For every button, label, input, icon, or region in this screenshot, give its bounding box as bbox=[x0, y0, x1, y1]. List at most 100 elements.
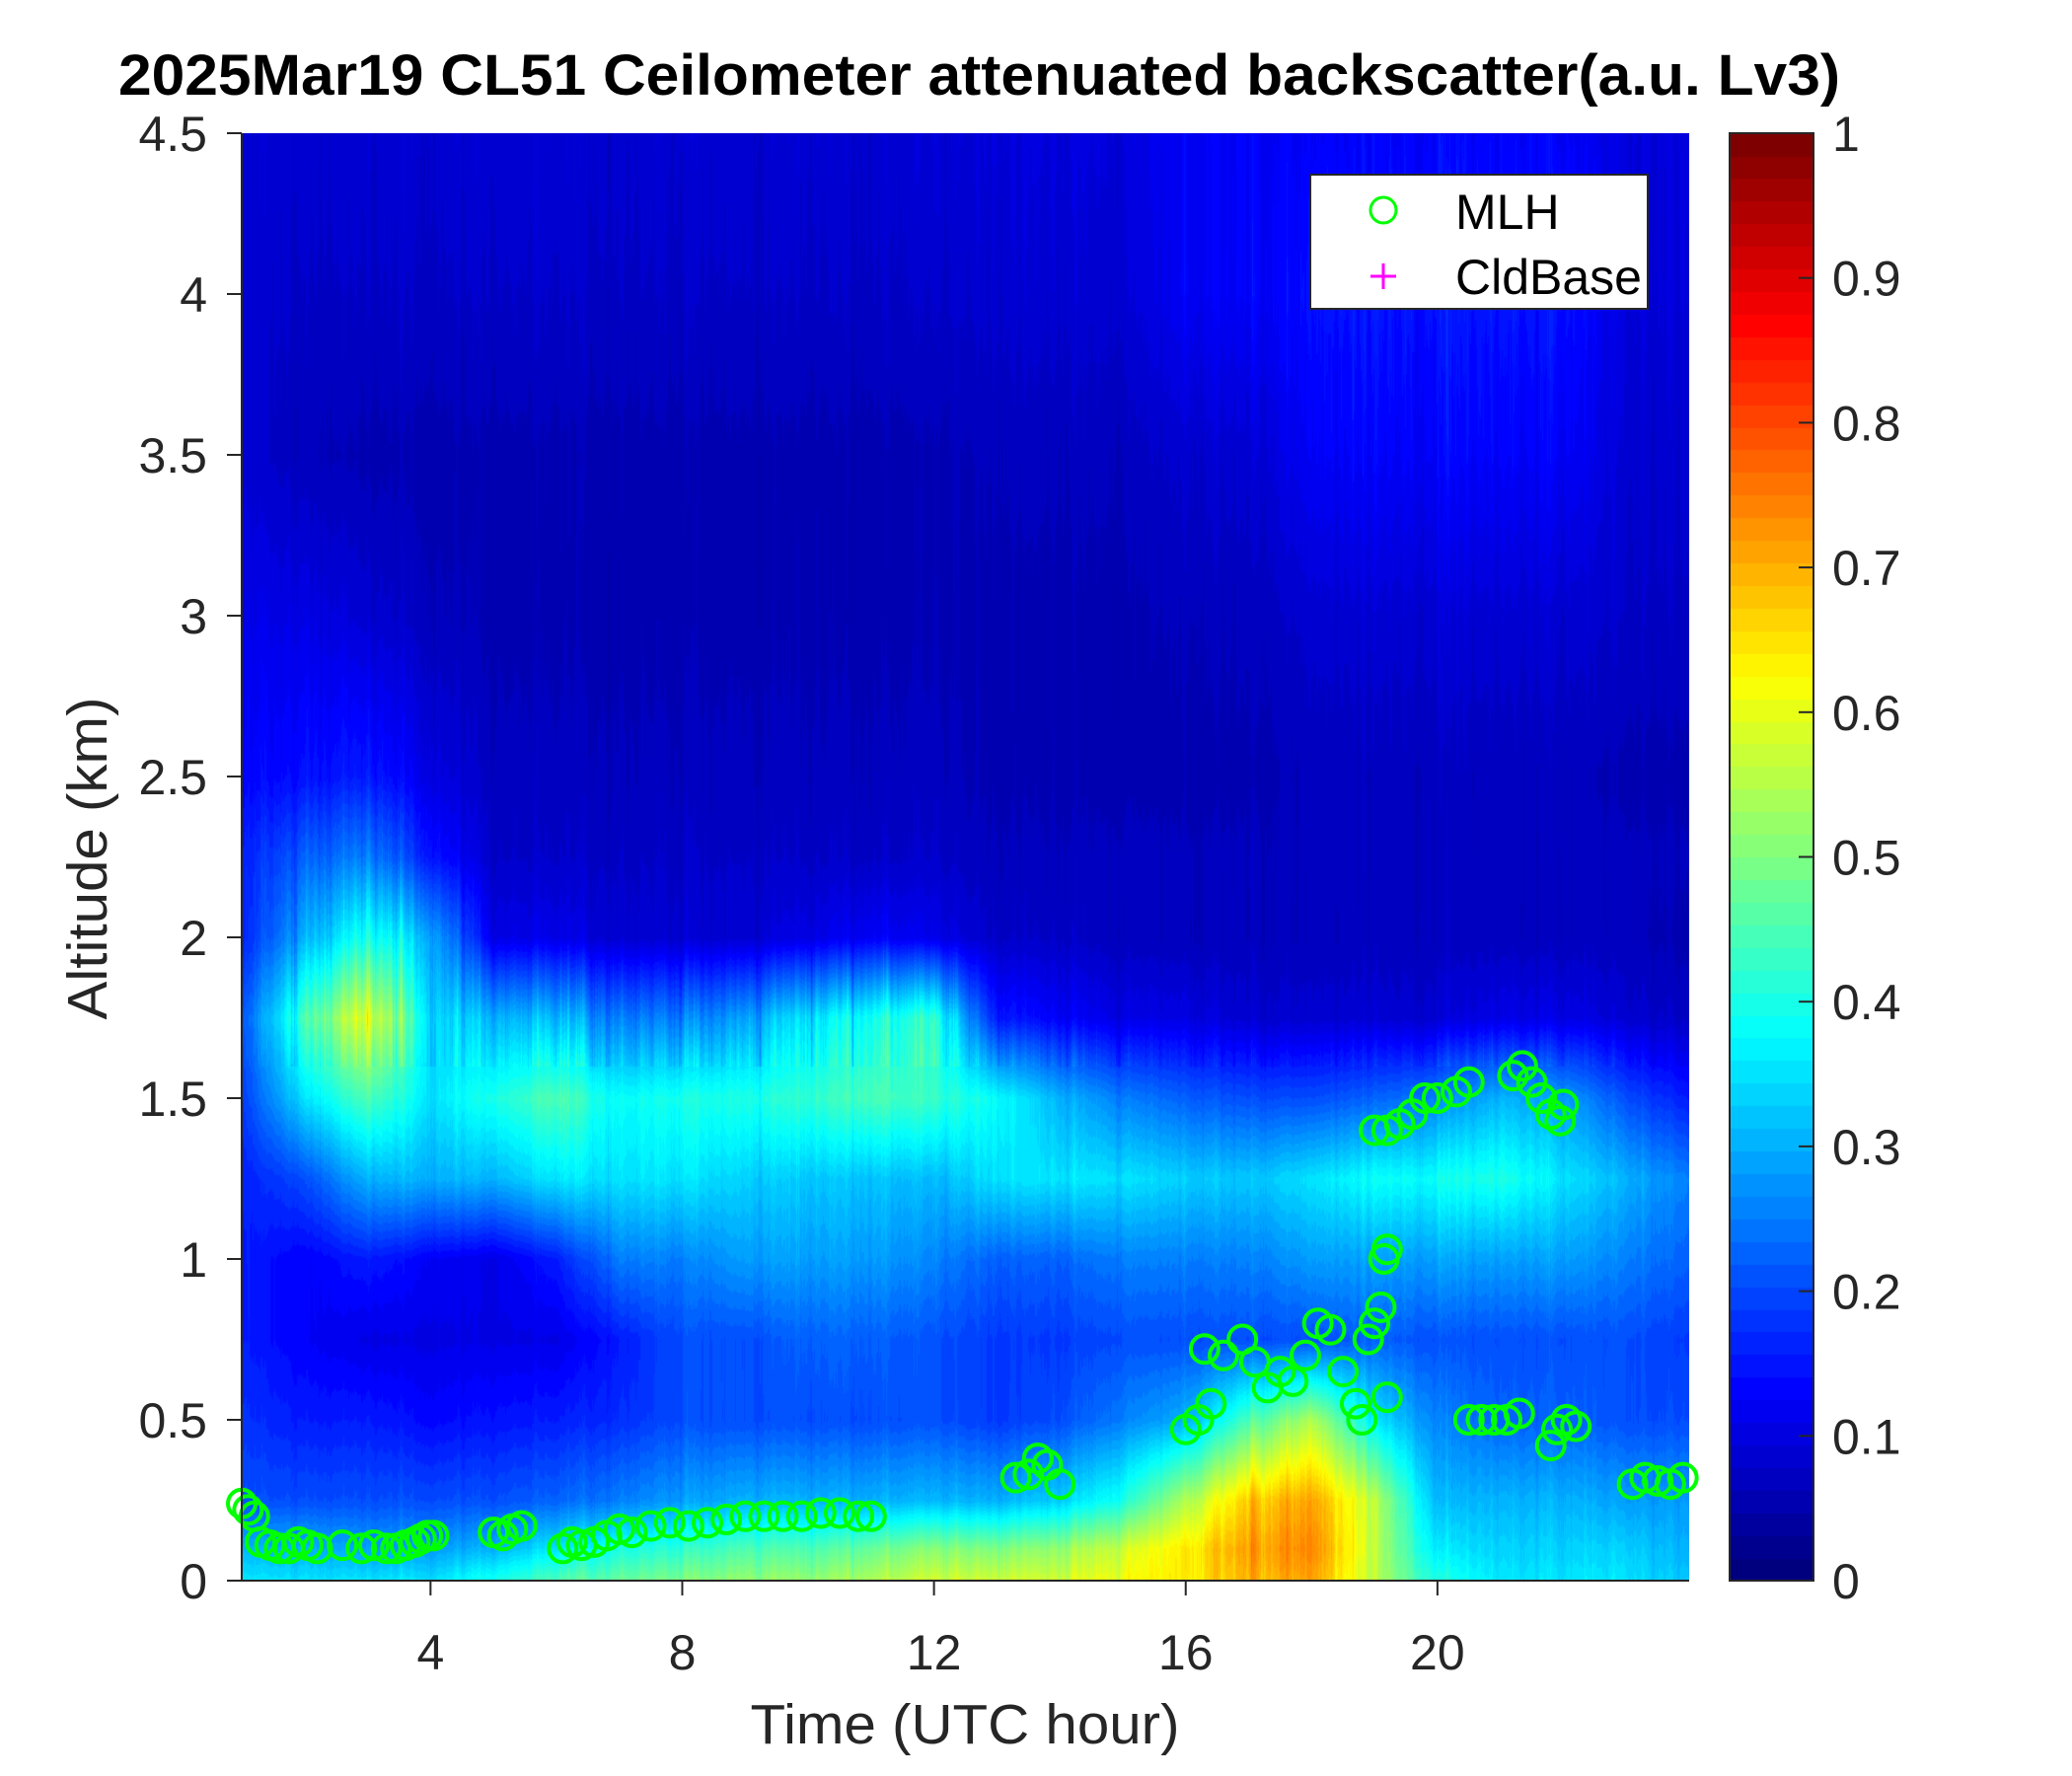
x-tick-label: 16 bbox=[1158, 1625, 1214, 1680]
y-tick-label: 3.5 bbox=[138, 428, 207, 483]
mlh-point bbox=[1547, 1088, 1580, 1121]
mlh-point bbox=[1021, 1443, 1054, 1475]
y-tick-label: 1 bbox=[180, 1232, 207, 1288]
colorbar-tick-label: 1 bbox=[1832, 107, 1860, 162]
x-tick-label: 8 bbox=[669, 1625, 697, 1680]
colorbar-tick-label: 0.1 bbox=[1832, 1409, 1901, 1464]
x-axis-label: Time (UTC hour) bbox=[751, 1693, 1180, 1756]
colorbar-tick-label: 0 bbox=[1832, 1554, 1860, 1609]
mlh-point bbox=[1525, 1082, 1558, 1114]
mlh-point bbox=[1314, 1313, 1347, 1346]
mlh-point bbox=[843, 1500, 875, 1532]
mlh-point bbox=[1541, 1413, 1574, 1445]
mlh-point bbox=[804, 1497, 837, 1529]
x-tick-label: 4 bbox=[416, 1625, 444, 1680]
mlh-point bbox=[232, 1494, 264, 1526]
mlh-point bbox=[1452, 1066, 1485, 1098]
legend: MLH CldBase bbox=[1309, 174, 1649, 310]
mlh-point bbox=[785, 1500, 818, 1532]
mlh-point bbox=[1497, 1060, 1529, 1092]
legend-label-cldbase: CldBase bbox=[1455, 250, 1642, 305]
mlh-point bbox=[1516, 1066, 1548, 1098]
mlh-point bbox=[1642, 1464, 1674, 1497]
mlh-point bbox=[854, 1500, 887, 1532]
legend-box bbox=[1309, 174, 1649, 310]
mlh-point bbox=[370, 1532, 403, 1565]
mlh-point bbox=[729, 1500, 762, 1532]
mlh-point bbox=[1544, 1104, 1577, 1137]
mlh-point bbox=[345, 1532, 378, 1565]
mlh-point bbox=[767, 1500, 799, 1532]
mlh-point bbox=[1560, 1410, 1592, 1443]
y-tick-label: 1.5 bbox=[138, 1072, 207, 1127]
x-axis-ticks: 4 8 12 16 20 bbox=[416, 1581, 1465, 1680]
colorbar-ticks: 0 0.1 0.2 0.3 0.4 0.5 0.6 0.7 0.8 0.9 1 bbox=[1799, 107, 1901, 1609]
chart-title: 2025Mar19 CL51 Ceilometer attenuated bac… bbox=[118, 43, 1840, 108]
mlh-point bbox=[1208, 1339, 1240, 1371]
y-tick-label: 3 bbox=[180, 589, 207, 644]
mlh-point bbox=[1012, 1458, 1045, 1491]
mlh-point bbox=[1339, 1387, 1371, 1420]
colorbar-tick-label: 0.3 bbox=[1832, 1120, 1901, 1175]
mlh-point bbox=[1188, 1333, 1221, 1366]
colorbar-tick-label: 0.8 bbox=[1832, 396, 1901, 451]
y-axis-label: Altitude (km) bbox=[56, 698, 119, 1020]
mlh-point bbox=[417, 1519, 450, 1552]
mlh-point bbox=[1352, 1323, 1384, 1356]
mlh-markers bbox=[226, 1050, 1699, 1565]
mlh-point bbox=[1465, 1404, 1498, 1436]
mlh-point bbox=[1666, 1461, 1699, 1494]
mlh-point bbox=[653, 1507, 686, 1539]
mlh-point bbox=[327, 1529, 359, 1562]
mlh-point bbox=[1452, 1404, 1485, 1436]
mlh-point bbox=[301, 1532, 333, 1565]
mlh-point bbox=[1277, 1365, 1309, 1397]
mlh-point bbox=[1365, 1291, 1397, 1323]
mlh-point bbox=[672, 1510, 704, 1542]
colorbar-tick-label: 0.5 bbox=[1832, 831, 1901, 886]
mlh-point bbox=[1506, 1050, 1538, 1082]
colorbar-tick-label: 0.9 bbox=[1832, 252, 1901, 307]
mlh-point bbox=[505, 1510, 538, 1542]
x-tick-label: 12 bbox=[907, 1625, 962, 1680]
y-tick-label: 0.5 bbox=[138, 1393, 207, 1448]
circle-marker-icon bbox=[1369, 195, 1398, 225]
mlh-point bbox=[823, 1497, 855, 1529]
mlh-point bbox=[1346, 1404, 1378, 1436]
mlh-point bbox=[1359, 1307, 1391, 1340]
mlh-point bbox=[547, 1532, 579, 1565]
y-axis-ticks: 0 0.5 1 1.5 2 2.5 3 3.5 4 4.5 bbox=[138, 107, 242, 1609]
colorbar-tick-label: 0.6 bbox=[1832, 686, 1901, 741]
colorbar-tick-label: 0.7 bbox=[1832, 541, 1901, 596]
plus-marker-icon bbox=[1370, 263, 1396, 289]
mlh-point bbox=[1503, 1397, 1535, 1430]
y-tick-label: 2.5 bbox=[138, 750, 207, 805]
mlh-point bbox=[1195, 1387, 1227, 1420]
mlh-point bbox=[357, 1529, 390, 1562]
mlh-point bbox=[691, 1507, 723, 1539]
mlh-point bbox=[634, 1510, 667, 1542]
mlh-point bbox=[1370, 1381, 1403, 1414]
y-tick-label: 4 bbox=[180, 267, 207, 323]
mlh-point bbox=[603, 1513, 635, 1545]
mlh-point bbox=[1327, 1356, 1360, 1388]
legend-label-mlh: MLH bbox=[1455, 185, 1560, 240]
mlh-point bbox=[1409, 1082, 1442, 1114]
mlh-point bbox=[1534, 1430, 1567, 1462]
mlh-point bbox=[710, 1504, 743, 1536]
backscatter-heatmap bbox=[242, 133, 1689, 1581]
x-tick-label: 20 bbox=[1410, 1625, 1465, 1680]
y-tick-label: 4.5 bbox=[138, 107, 207, 162]
mlh-point bbox=[1421, 1082, 1453, 1114]
mlh-point bbox=[616, 1517, 648, 1549]
mlh-point bbox=[1370, 1233, 1403, 1266]
mlh-point bbox=[1289, 1339, 1321, 1371]
colorbar-tick-label: 0.4 bbox=[1832, 975, 1901, 1030]
mlh-point bbox=[748, 1500, 780, 1532]
mlh-point bbox=[999, 1461, 1032, 1494]
colorbar-tick-label: 0.2 bbox=[1832, 1265, 1901, 1320]
y-tick-label: 2 bbox=[180, 911, 207, 966]
mlh-point bbox=[1044, 1468, 1076, 1501]
y-tick-label: 0 bbox=[180, 1554, 207, 1609]
